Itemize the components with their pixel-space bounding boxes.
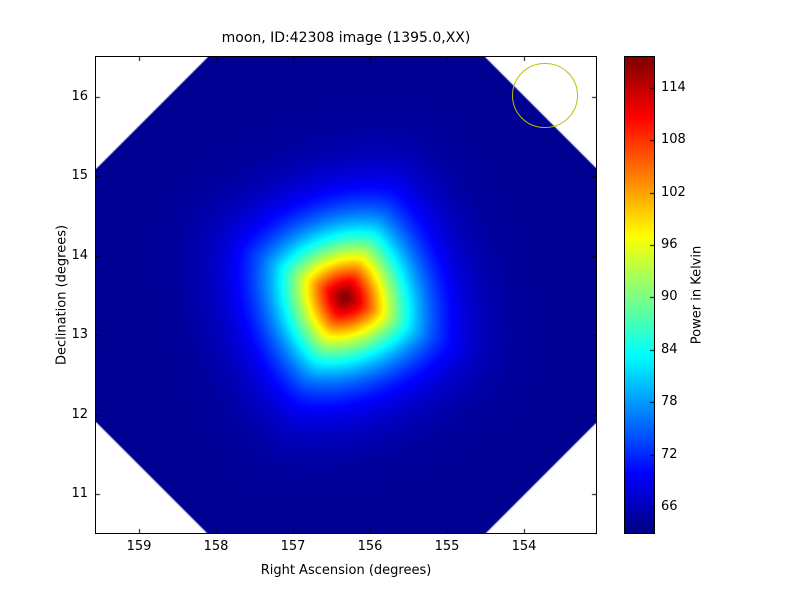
colorbar-tick-label: 72 (661, 447, 678, 462)
colorbar-canvas (625, 57, 654, 533)
x-tick-label: 155 (434, 539, 460, 554)
x-tick-label: 156 (357, 539, 383, 554)
colorbar-tick-label: 90 (661, 289, 678, 304)
annotation-circle (511, 62, 578, 129)
x-tick-label: 157 (280, 539, 306, 554)
y-tick-label: 12 (71, 407, 88, 422)
colorbar-tick-label: 96 (661, 237, 678, 252)
colorbar-label: Power in Kelvin (689, 245, 705, 345)
y-axis-label: Declination (degrees) (54, 224, 70, 366)
plot-title: moon, ID:42308 image (1395.0,XX) (221, 30, 471, 46)
x-tick-label: 154 (511, 539, 537, 554)
colorbar-tick-label: 102 (661, 185, 686, 200)
colorbar-tick-label: 84 (661, 342, 678, 357)
colorbar-tick-label: 114 (661, 80, 686, 95)
y-tick-label: 16 (71, 89, 88, 104)
colorbar-tick-label: 66 (661, 499, 678, 514)
colorbar (625, 57, 654, 533)
x-tick-label: 158 (203, 539, 229, 554)
y-tick-label: 11 (71, 486, 88, 501)
x-tick-label: 159 (126, 539, 152, 554)
colorbar-tick-label: 78 (661, 394, 678, 409)
x-axis-label: Right Ascension (degrees) (260, 563, 432, 578)
colorbar-tick-label: 108 (661, 132, 686, 147)
heatmap-canvas (96, 57, 596, 533)
y-tick-label: 13 (71, 327, 88, 342)
plot-area (96, 57, 596, 533)
y-tick-label: 15 (71, 168, 88, 183)
y-tick-label: 14 (71, 248, 88, 263)
